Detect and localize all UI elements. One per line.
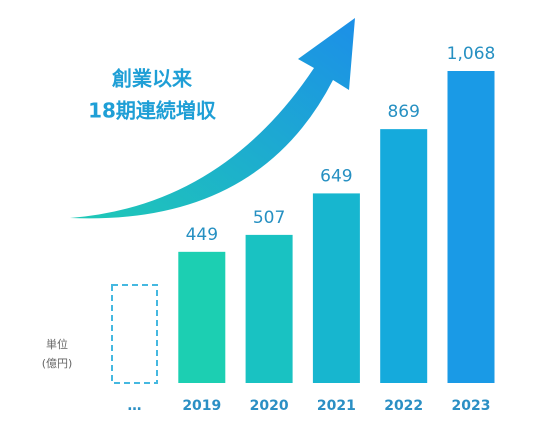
value-label: 1,068 bbox=[447, 44, 496, 64]
bar bbox=[312, 193, 360, 383]
value-label: 449 bbox=[186, 225, 218, 245]
value-label: 869 bbox=[387, 102, 419, 122]
x-tick-label: 2020 bbox=[250, 398, 289, 414]
annotation: 18期連続増収 bbox=[88, 99, 217, 123]
x-tick-label: 2021 bbox=[317, 398, 356, 414]
value-label: 649 bbox=[320, 166, 352, 186]
growth-arrow bbox=[70, 18, 355, 219]
x-tick-label: 2019 bbox=[182, 398, 221, 414]
bar bbox=[380, 129, 428, 383]
value-label: 507 bbox=[253, 208, 285, 228]
placeholder-box bbox=[111, 284, 158, 384]
bar bbox=[447, 71, 495, 383]
x-tick-label: … bbox=[128, 398, 142, 414]
annotation: 創業以来 bbox=[111, 67, 193, 91]
unit-label: 単位 bbox=[46, 337, 68, 351]
unit-label: (億円) bbox=[42, 357, 73, 370]
bar bbox=[245, 234, 293, 383]
x-tick-label: 2023 bbox=[452, 398, 491, 414]
bar bbox=[178, 251, 226, 383]
x-tick-label: 2022 bbox=[384, 398, 423, 414]
